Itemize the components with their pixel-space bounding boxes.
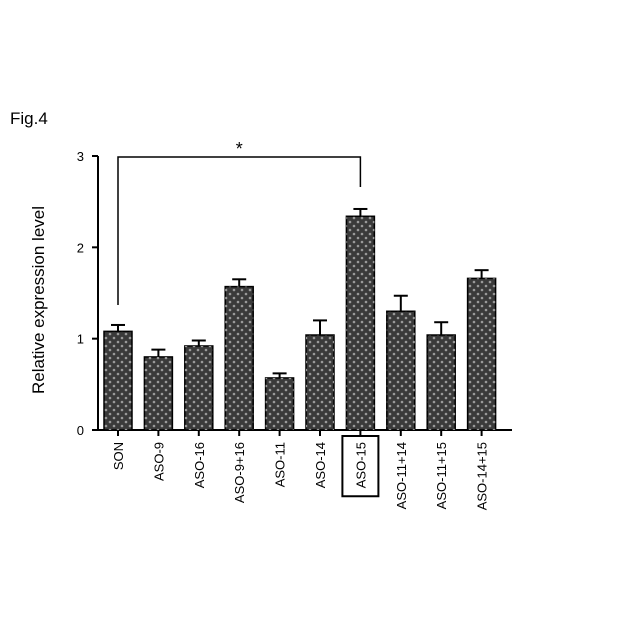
y-tick-label: 2	[77, 240, 84, 255]
bar-pattern	[387, 311, 415, 430]
bar-pattern	[468, 278, 496, 430]
chart: Fig.4 Relative expression level 0 1 2 3 SON A…	[0, 0, 640, 640]
x-tick-label: ASO-15	[353, 442, 368, 488]
bar-pattern	[266, 378, 294, 430]
bar-pattern	[306, 335, 334, 430]
bar-pattern	[427, 335, 455, 430]
bar-pattern	[185, 346, 213, 430]
x-tick-label: ASO-14+15	[475, 442, 490, 510]
x-tick-label: ASO-14	[313, 442, 328, 488]
y-tick-label: 1	[77, 332, 84, 347]
y-tick-label: 0	[77, 423, 84, 438]
x-tick-label: ASO-11+14	[394, 442, 409, 509]
x-tick-label: ASO-11	[273, 442, 288, 487]
x-tick-label: ASO-16	[192, 442, 207, 488]
x-tick-label: ASO-9	[151, 442, 166, 481]
bar-pattern	[144, 357, 172, 430]
figure-label: Fig.4	[10, 109, 48, 128]
y-axis-label: Relative expression level	[29, 206, 48, 394]
y-tick-label: 3	[77, 149, 84, 164]
x-tick-label: ASO-9+16	[232, 442, 247, 503]
x-tick-label: SON	[111, 442, 126, 470]
bar-pattern	[225, 287, 253, 430]
x-tick-label: ASO-11+15	[434, 442, 449, 509]
bar-pattern	[104, 331, 132, 430]
bar-pattern	[346, 216, 374, 430]
annotation: *	[236, 139, 243, 159]
